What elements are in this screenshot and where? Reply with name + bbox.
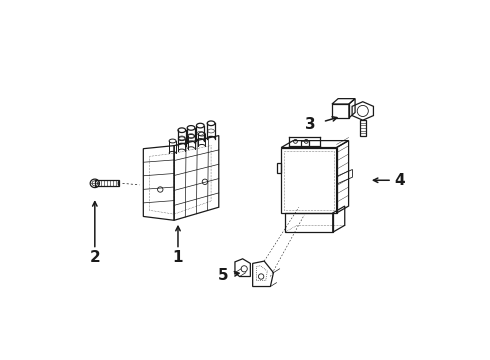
Text: 2: 2 bbox=[90, 250, 100, 265]
Text: 3: 3 bbox=[305, 117, 316, 131]
Text: 1: 1 bbox=[172, 250, 183, 265]
Text: 5: 5 bbox=[218, 268, 228, 283]
Text: 4: 4 bbox=[394, 173, 405, 188]
